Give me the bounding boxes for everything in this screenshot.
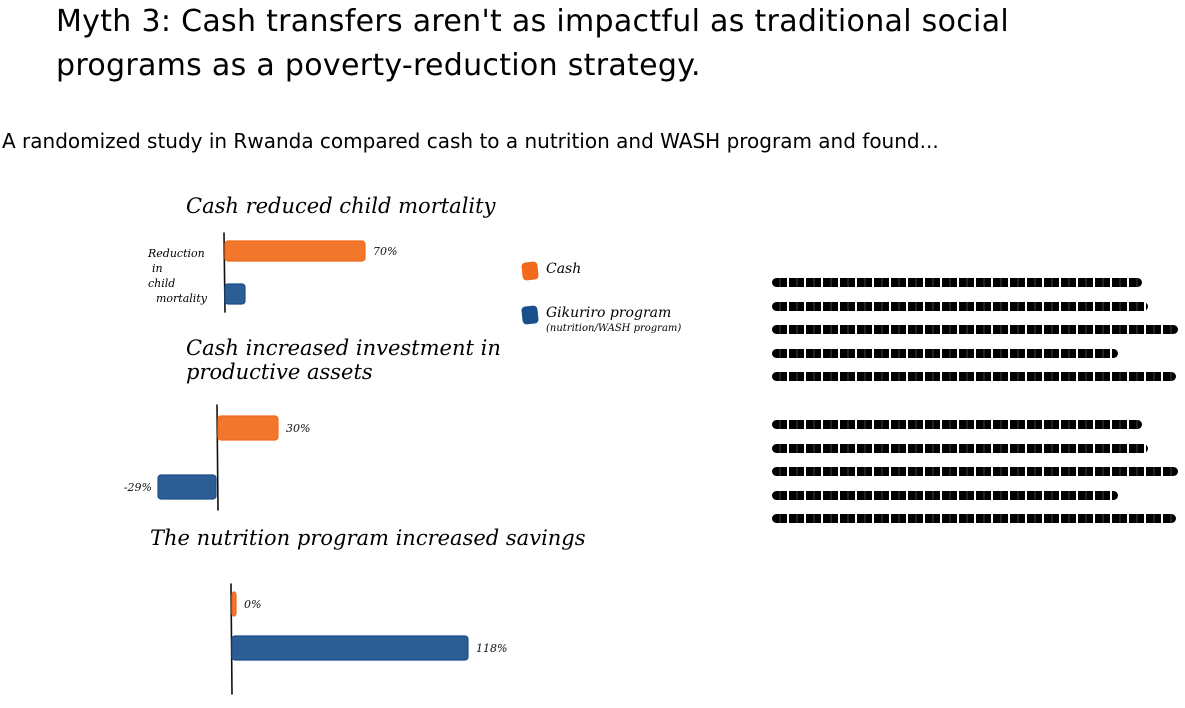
chart-1-bar-cash [224,240,366,262]
redacted-line [772,467,1178,476]
legend-swatch-cash [521,261,539,281]
chart-2-bar-cash [217,415,279,441]
redacted-line [772,514,1176,523]
legend-item-cash: Cash [521,261,582,281]
chart-3-bar-gikuriro [231,635,469,661]
page-subtitle: A randomized study in Rwanda compared ca… [2,129,939,153]
redacted-line [772,490,1118,500]
chart-2-title: Cash increased investment in productive … [186,336,501,384]
chart-3-label-cash: 0% [244,598,261,611]
legend-label-gikuriro-sub: (nutrition/WASH program) [546,323,682,334]
legend-label-cash: Cash [546,261,582,277]
legend-label-gikuriro-main: Gikuriro program [546,305,672,321]
redacted-line [772,372,1176,381]
legend-swatch-gikuriro [521,305,539,325]
redacted-line [772,348,1118,358]
redacted-line [772,443,1148,453]
legend-item-gikuriro: Gikuriro program (nutrition/WASH program… [521,305,681,336]
chart-1-label-cash: 70% [373,245,397,258]
chart-3-label-gikuriro: 118% [476,642,507,655]
chart-2-label-cash: 30% [286,422,310,435]
legend-label-gikuriro: Gikuriro program (nutrition/WASH program… [546,306,681,336]
chart-1-title: Cash reduced child mortality [186,194,496,218]
chart-2-bar-gikuriro [157,474,217,500]
chart-1-ylabel-line: in [152,262,163,275]
chart-1-bar-gikuriro [224,283,246,305]
redacted-paragraph-1 [772,278,1180,396]
chart-3-title: The nutrition program increased savings [150,526,586,550]
chart-2-axis [216,404,219,511]
chart-1-ylabel-line: mortality [156,292,207,305]
redacted-line [772,301,1148,311]
redacted-line [772,278,1142,287]
redacted-line [772,420,1142,429]
chart-2-label-gikuriro: -29% [124,481,152,494]
chart-1-ylabel-line: Reduction [148,247,205,260]
chart-1-ylabel: Reduction in child mortality [148,246,218,306]
redacted-line [772,325,1178,334]
page-title: Myth 3: Cash transfers aren't as impactf… [56,4,1010,83]
chart-3-bar-cash [231,591,237,617]
chart-1-ylabel-line: child [148,277,176,290]
redacted-paragraph-2 [772,420,1180,538]
